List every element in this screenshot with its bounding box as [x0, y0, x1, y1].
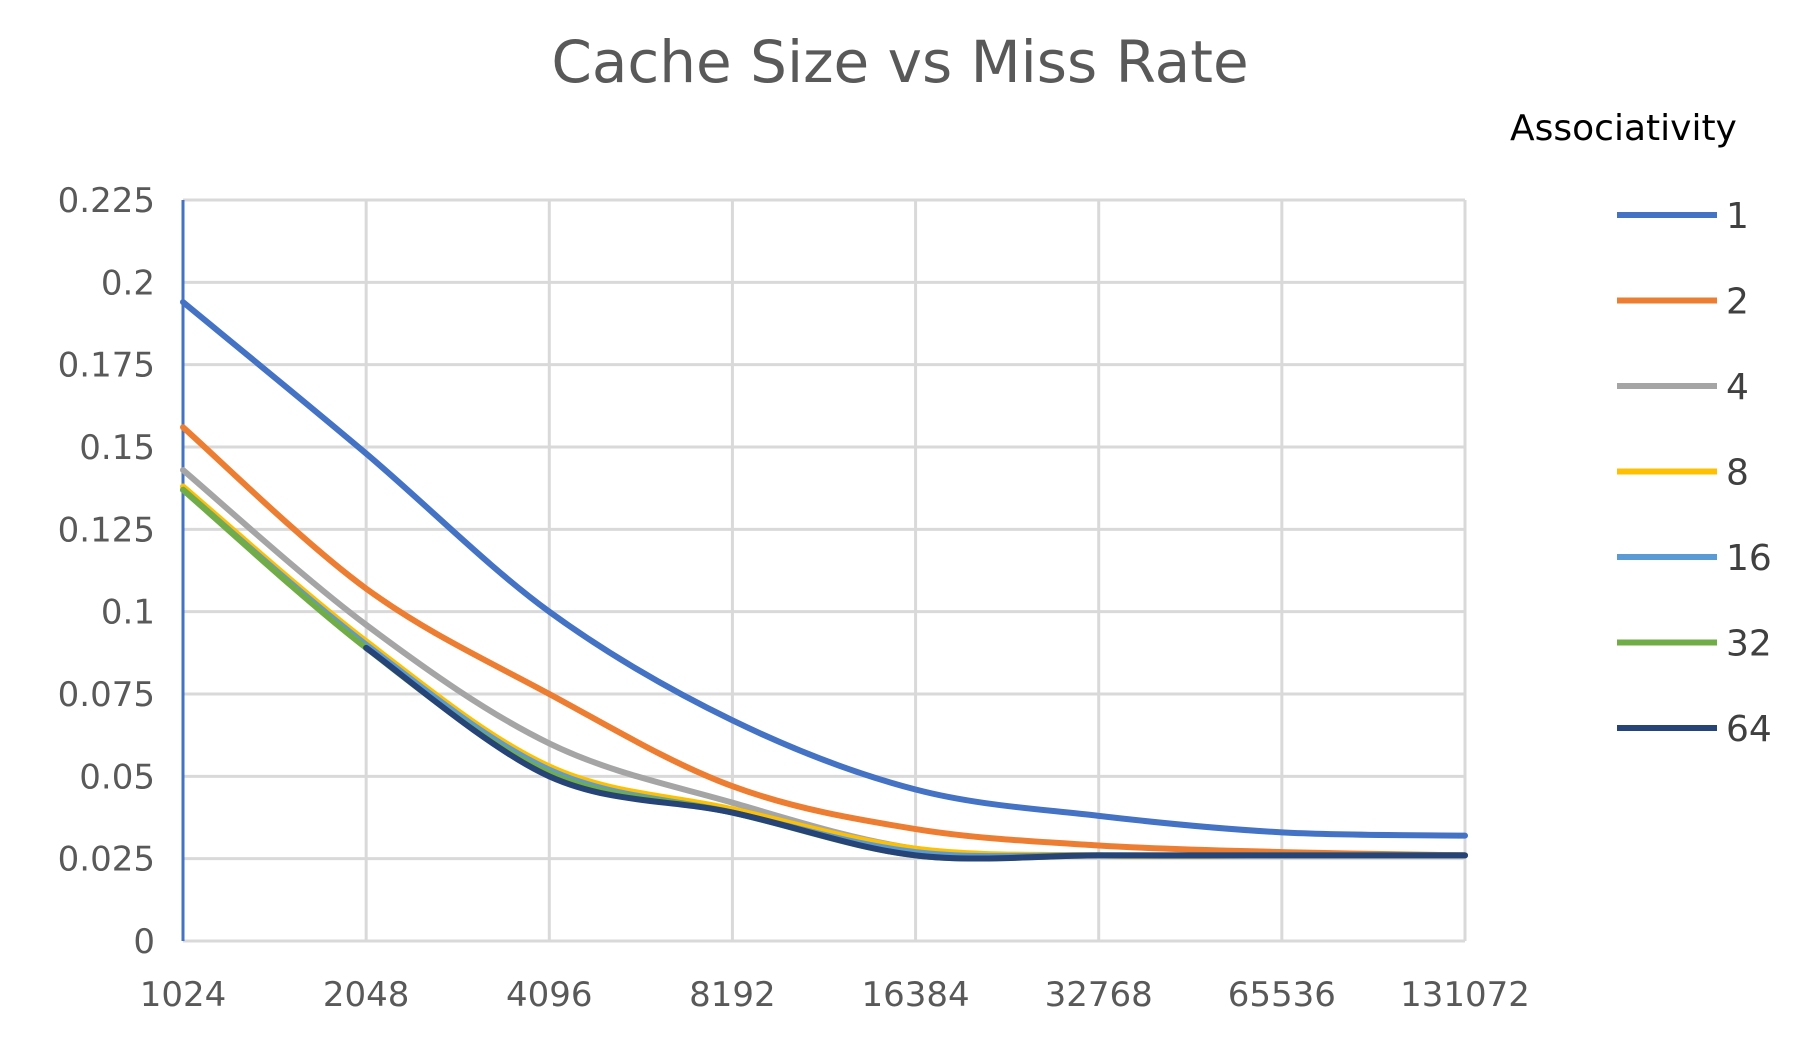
- series-line-2: [180, 424, 1468, 859]
- legend-label: 64: [1726, 709, 1772, 750]
- y-tick-label: 0: [133, 922, 155, 962]
- series-line-32: [180, 486, 1468, 862]
- y-tick-label: 0.125: [58, 510, 155, 550]
- series-line-1: [180, 299, 1468, 839]
- x-tick-label: 16384: [861, 975, 969, 1015]
- x-tick-label: 1024: [140, 975, 227, 1015]
- chart-title: Cache Size vs Miss Rate: [551, 28, 1249, 96]
- legend-label: 16: [1726, 538, 1772, 579]
- series-lines: [180, 299, 1468, 862]
- x-tick-label: 2048: [323, 975, 410, 1015]
- legend-label: 8: [1726, 453, 1749, 494]
- y-tick-label: 0.15: [79, 428, 155, 468]
- y-tick-label: 0.1: [101, 593, 155, 633]
- y-tick-label: 0.075: [58, 675, 155, 715]
- y-tick-label: 0.225: [58, 181, 155, 221]
- legend-label: 4: [1726, 367, 1749, 408]
- x-tick-label: 131072: [1400, 975, 1530, 1015]
- y-tick-labels: 0 0.025 0.05 0.075 0.1 0.125 0.15 0.175 0.2 0.225: [58, 181, 155, 962]
- x-tick-label: 8192: [689, 975, 776, 1015]
- legend-label: 32: [1726, 624, 1772, 665]
- legend: 1 2 4 8 16 32 64: [1617, 196, 1772, 750]
- series-line-16: [180, 486, 1468, 860]
- y-tick-label: 0.175: [58, 346, 155, 386]
- y-tick-label: 0.2: [101, 263, 155, 303]
- legend-label: 1: [1726, 196, 1749, 237]
- x-tick-label: 4096: [506, 975, 593, 1015]
- legend-label: 2: [1726, 282, 1749, 323]
- series-line-8: [180, 483, 1468, 859]
- x-tick-label: 32768: [1045, 975, 1153, 1015]
- series-line-64: [363, 644, 1468, 862]
- x-tick-label: 65536: [1228, 975, 1336, 1015]
- y-tick-label: 0.025: [58, 840, 155, 880]
- y-tick-label: 0.05: [79, 757, 155, 797]
- legend-title: Associativity: [1510, 108, 1737, 149]
- x-tick-labels: 1024 2048 4096 8192 16384 32768 65536 131072: [140, 975, 1530, 1015]
